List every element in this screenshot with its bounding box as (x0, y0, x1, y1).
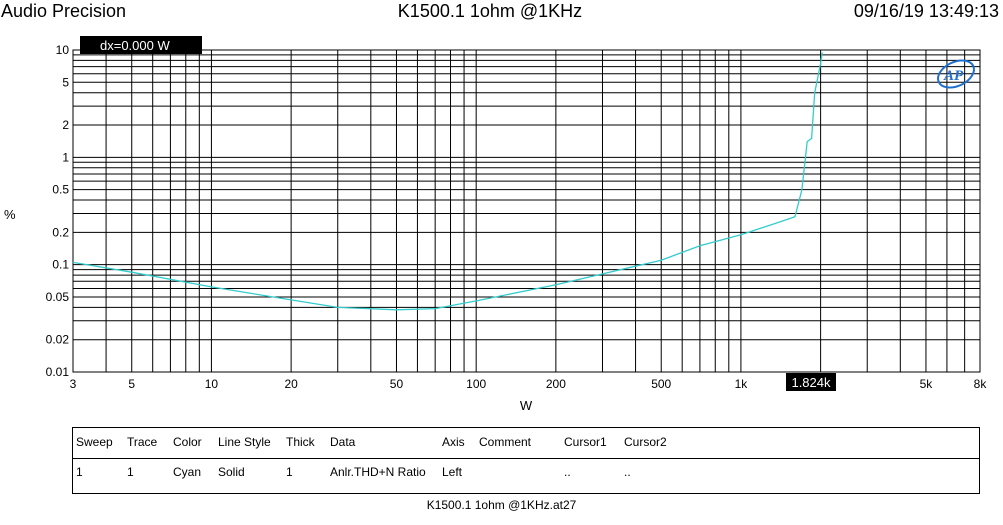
y-tick-label: 0.01 (46, 365, 70, 379)
plot-frame (72, 49, 981, 373)
legend-header-cell: Axis (442, 435, 465, 449)
legend-header-cell: Color (173, 435, 202, 449)
y-tick-label: 5 (62, 75, 69, 89)
x-tick-label: 10 (205, 377, 219, 391)
legend-divider (73, 458, 979, 459)
legend-header-cell: Sweep (76, 435, 113, 449)
chart-title: K1500.1 1ohm @1KHz (397, 1, 583, 21)
legend-header-cell: Cursor1 (564, 435, 607, 449)
legend-cell: Cyan (173, 465, 202, 479)
cursor-readout-top[interactable]: dx=0.000 W (80, 36, 202, 54)
y-tick-label: 0.1 (52, 258, 69, 272)
legend-cell: 1 (286, 465, 293, 479)
y-tick-label: 2 (62, 118, 69, 132)
x-tick-label: 8k (974, 377, 988, 391)
legend-header-cell: Line Style (218, 435, 271, 449)
x-tick-label: 5 (128, 377, 135, 391)
y-tick-label: 0.05 (46, 290, 70, 304)
svg-text:AP: AP (943, 68, 964, 84)
legend-header-cell: Thick (286, 435, 315, 449)
cursor-readout-bottom[interactable]: 1.824k (786, 373, 836, 391)
legend-header-cell: Data (330, 435, 356, 449)
legend-cell: Left (442, 465, 463, 479)
legend-cell: 1 (76, 465, 83, 479)
timestamp: 09/16/19 13:49:13 (853, 1, 999, 21)
legend-cell: 1 (127, 465, 134, 479)
legend-cell: .. (564, 465, 571, 479)
legend-header-cell: Trace (127, 435, 158, 449)
x-tick-label: 50 (390, 377, 404, 391)
y-tick-label: 10 (56, 43, 70, 57)
y-axis-title: % (4, 207, 16, 222)
x-tick-label: 200 (546, 377, 566, 391)
legend-header-cell: Comment (479, 435, 532, 449)
cursor-readout-top-text: dx=0.000 W (100, 38, 170, 53)
legend-cell: Solid (218, 465, 245, 479)
x-tick-label: 1k (735, 377, 749, 391)
app-title: Audio Precision (1, 1, 127, 21)
x-tick-label: 100 (466, 377, 486, 391)
y-tick-label: 1 (62, 150, 69, 164)
y-tick-label: 0.2 (52, 225, 69, 239)
cursor-readout-bottom-text: 1.824k (791, 375, 831, 390)
file-name: K1500.1 1ohm @1KHz.at27 (426, 498, 577, 512)
x-tick-label: 3 (70, 377, 77, 391)
legend-header-cell: Cursor2 (624, 435, 667, 449)
x-tick-label: 500 (651, 377, 671, 391)
axis-tick-labels: 3 5 10 20 50 100 200 500 1k 5k 8k 10 5 2 1 0.5 0.2 0.1 0.0… (46, 43, 988, 391)
chart-grid (72, 50, 981, 373)
y-tick-label: 0.02 (46, 333, 70, 347)
y-tick-label: 0.5 (52, 183, 69, 197)
ap-logo: AP (937, 59, 975, 89)
thd-chart: 3 5 10 20 50 100 200 500 1k 5k 8k 10 5 2 1 0.5 0.2 0.1 0.0… (4, 36, 988, 413)
series-line (72, 52, 823, 311)
legend-cell: .. (624, 465, 631, 479)
x-tick-label: 20 (284, 377, 298, 391)
legend-cell: Anlr.THD+N Ratio (330, 465, 426, 479)
legend-table: Sweep Trace Color Line Style Thick Data Axis Co… (72, 427, 980, 494)
x-axis-title: W (520, 398, 533, 413)
x-tick-label: 5k (920, 377, 934, 391)
